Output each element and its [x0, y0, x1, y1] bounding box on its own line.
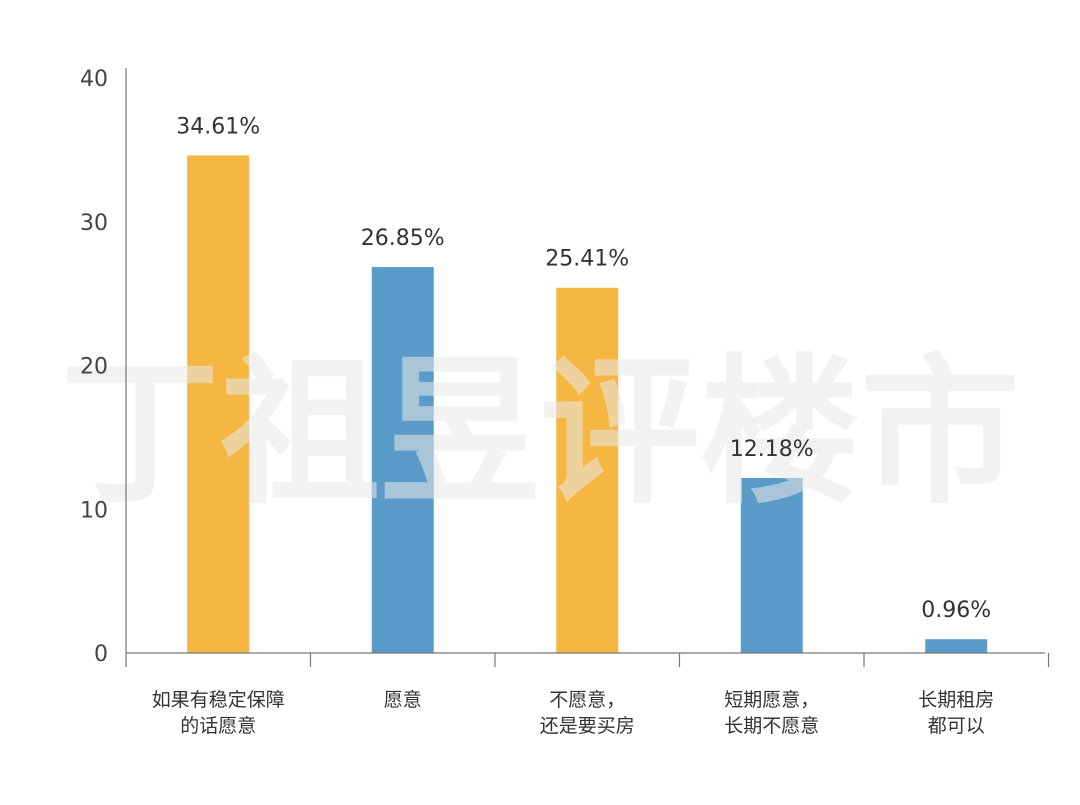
category-label: 愿意 — [384, 689, 422, 711]
category-label-line: 都可以 — [928, 715, 985, 737]
bar — [740, 477, 803, 653]
category-label: 不愿意， 还是要买房 — [540, 689, 635, 737]
y-tick-label: 0 — [94, 642, 108, 667]
y-tick-label: 40 — [80, 67, 108, 92]
category-label-line: 还是要买房 — [540, 715, 635, 737]
watermark-text: 丁祖昱评楼市 — [60, 338, 1020, 526]
data-label: 12.18% — [730, 437, 814, 462]
bar — [925, 639, 988, 653]
y-tick-label: 30 — [80, 211, 108, 236]
data-label: 34.61% — [176, 114, 260, 139]
data-label: 26.85% — [361, 226, 445, 251]
category-label-line: 长期不愿意 — [724, 715, 819, 737]
bar — [556, 287, 619, 653]
data-label: 25.41% — [545, 247, 629, 272]
category-label: 长期租房都可以 — [918, 689, 994, 737]
category-label-line: 的话愿意 — [180, 715, 256, 737]
category-label: 短期愿意， 长期不愿意 — [724, 689, 819, 737]
data-label: 0.96% — [921, 598, 991, 623]
category-label-line: 愿意 — [384, 689, 422, 711]
bar — [187, 155, 250, 653]
category-label-line: 长期租房 — [918, 689, 994, 711]
category-label-line: 短期愿意， — [724, 689, 819, 711]
category-label-line: 不愿意， — [549, 689, 625, 711]
y-tick-label: 20 — [80, 355, 108, 380]
category-label: 如果有稳定保障的话愿意 — [152, 689, 285, 737]
bar — [371, 267, 434, 653]
y-tick-label: 10 — [80, 498, 108, 523]
category-label-line: 如果有稳定保障 — [152, 689, 285, 711]
